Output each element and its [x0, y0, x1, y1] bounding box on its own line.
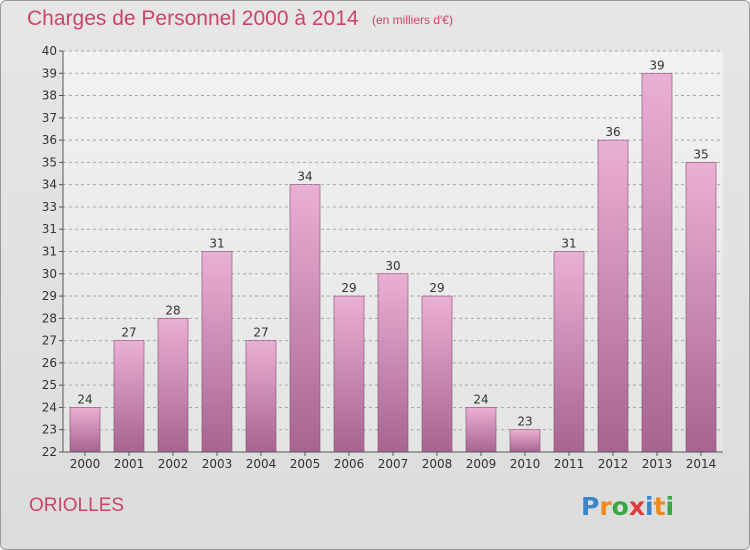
y-tick-label: 28: [42, 311, 57, 325]
chart-subtitle: (en milliers d'€): [372, 13, 453, 27]
y-tick-label: 24: [42, 400, 57, 414]
chart-title: Charges de Personnel 2000 à 2014: [27, 7, 359, 30]
proxiti-logo[interactable]: Proxiti: [581, 489, 691, 525]
bar-2001: [113, 340, 145, 453]
bar-2000: [69, 407, 101, 453]
town-name: ORIOLLES: [29, 495, 125, 516]
x-tick-label: 2004: [246, 457, 277, 471]
y-tick-label: 26: [42, 356, 57, 370]
data-label-2001: 27: [121, 326, 136, 340]
data-label-2002: 28: [165, 303, 180, 317]
y-tick-label: 27: [42, 334, 57, 348]
y-tick-label: 38: [42, 89, 57, 103]
x-tick-label: 2014: [686, 457, 717, 471]
x-tick-label: 2002: [158, 457, 189, 471]
data-label-2014: 35: [693, 147, 708, 161]
y-axis-ticks: 22 23 24 25 26 27 28 29 30 31 31 33 34 35 36 37 38 39 40: [42, 44, 63, 459]
data-label-2011: 31: [561, 237, 576, 251]
x-tick-label: 2003: [202, 457, 233, 471]
y-tick-label: 29: [42, 289, 57, 303]
y-tick-label: 22: [42, 445, 57, 459]
x-tick-label: 2000: [70, 457, 101, 471]
y-tick-label: 40: [42, 44, 57, 58]
x-tick-label: 2012: [598, 457, 629, 471]
x-tick-label: 2011: [554, 457, 585, 471]
bar-2006: [333, 295, 365, 453]
data-labels: 24 27 28 31 27 34 29 30 29 24 23 31 36 39 35: [77, 58, 708, 428]
x-tick-label: 2013: [642, 457, 673, 471]
data-label-2010: 23: [517, 415, 532, 429]
x-tick-label: 2010: [510, 457, 541, 471]
bar-2002: [157, 318, 189, 453]
bar-2004: [245, 340, 277, 453]
y-tick-label: 30: [42, 267, 57, 281]
y-tick-label: 34: [42, 178, 57, 192]
data-label-2009: 24: [473, 392, 488, 406]
bar-2007: [377, 273, 409, 453]
x-axis-ticks: 2000 2001 2002 2003 2004 2005 2006 2007 2008 2009…: [70, 452, 717, 471]
data-label-2006: 29: [341, 281, 356, 295]
x-tick-label: 2009: [466, 457, 497, 471]
bar-2013: [641, 72, 673, 453]
x-tick-label: 2005: [290, 457, 321, 471]
x-tick-label: 2007: [378, 457, 409, 471]
data-label-2008: 29: [429, 281, 444, 295]
y-tick-label: 36: [42, 133, 57, 147]
x-tick-label: 2006: [334, 457, 365, 471]
bar-2011: [553, 251, 585, 453]
y-tick-label: 31: [42, 245, 57, 259]
x-tick-label: 2008: [422, 457, 453, 471]
data-label-2007: 30: [385, 259, 400, 273]
bar-2003: [201, 251, 233, 453]
y-tick-label: 33: [42, 200, 57, 214]
data-label-2012: 36: [605, 125, 620, 139]
svg-text:Proxiti: Proxiti: [581, 492, 674, 521]
bar-2014: [685, 162, 717, 453]
data-label-2005: 34: [297, 170, 312, 184]
bar-2008: [421, 295, 453, 453]
data-label-2004: 27: [253, 326, 268, 340]
data-label-2003: 31: [209, 237, 224, 251]
y-tick-label: 39: [42, 66, 57, 80]
y-tick-label: 23: [42, 423, 57, 437]
data-label-2013: 39: [649, 58, 664, 72]
bars: [69, 72, 717, 453]
bar-2012: [597, 139, 629, 453]
bar-2010: [509, 429, 541, 453]
y-tick-label: 31: [42, 222, 57, 236]
y-tick-label: 25: [42, 378, 57, 392]
x-tick-label: 2001: [114, 457, 145, 471]
y-tick-label: 37: [42, 111, 57, 125]
bar-2009: [465, 407, 497, 453]
bar-2005: [289, 184, 321, 453]
y-tick-label: 35: [42, 155, 57, 169]
data-label-2000: 24: [77, 392, 92, 406]
